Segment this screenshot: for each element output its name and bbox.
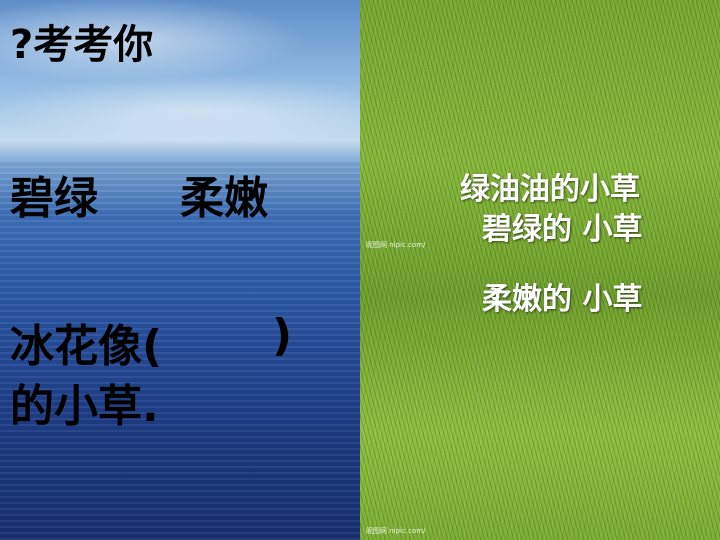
word-bilv: 碧绿: [10, 173, 98, 224]
question-line-1-start: 冰花像(: [10, 321, 163, 372]
watermark-top: 昵图网 nipic.com/: [366, 241, 426, 249]
answer-lvyouyou: 绿油油的小草: [460, 172, 640, 207]
slide-title: ?考考你: [10, 22, 154, 68]
ocean-sky-background: [0, 0, 360, 540]
watermark-bottom: 昵图网 nipic.com/: [366, 527, 426, 535]
answer-rounen: 柔嫩的 小草: [482, 282, 643, 317]
question-line-1-end: ): [272, 310, 293, 361]
word-rounen: 柔嫩: [180, 173, 268, 224]
question-line-2: 的小草.: [10, 381, 159, 432]
grass-background: 昵图网 nipic.com/ 昵图网 nipic.com/: [360, 0, 720, 540]
answer-bilv: 碧绿的 小草: [482, 212, 643, 247]
